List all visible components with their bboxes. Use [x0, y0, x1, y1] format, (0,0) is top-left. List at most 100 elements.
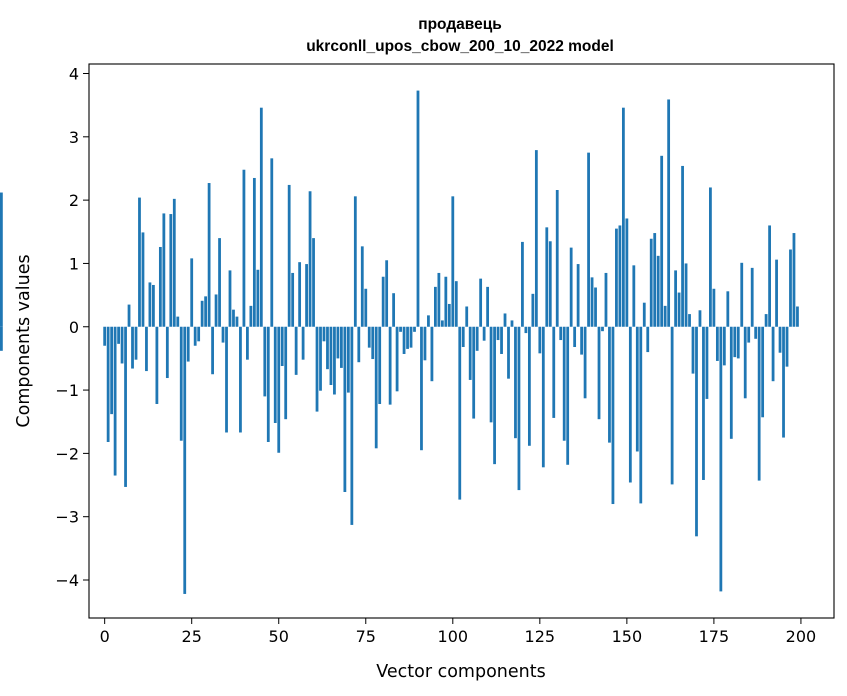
bar-36: [228, 270, 232, 327]
bar-39: [239, 326, 242, 433]
bar-187: [754, 326, 758, 339]
bar-15: [155, 326, 159, 404]
bar-171: [698, 310, 702, 327]
bar-79: [378, 326, 382, 404]
bar-50: [277, 326, 281, 453]
bar-163: [670, 326, 674, 485]
bar-67: [336, 326, 340, 359]
bar-56: [298, 262, 302, 327]
bar-74: [360, 246, 364, 327]
bar-167: [684, 263, 688, 327]
bar-121: [524, 326, 528, 334]
bar-28: [200, 300, 204, 327]
bar-147: [615, 228, 618, 327]
bar-73: [357, 326, 361, 363]
x-tick-label: 200: [786, 627, 817, 646]
bar-153: [635, 326, 639, 452]
bar-149: [621, 107, 625, 327]
bar-177: [719, 326, 723, 592]
bar-126: [541, 326, 545, 468]
x-tick-label: 75: [356, 627, 376, 646]
bar-94: [430, 326, 434, 382]
bar-130: [555, 190, 559, 327]
bar-19: [169, 214, 173, 327]
bar-33: [218, 238, 221, 327]
bar-101: [454, 281, 458, 327]
bar-92: [423, 326, 427, 361]
bar-103: [461, 326, 465, 348]
bar-49: [273, 326, 277, 423]
bar-150: [625, 218, 629, 327]
bar-118: [514, 326, 517, 439]
x-axis-label: Vector components: [376, 662, 545, 682]
bar-90: [416, 90, 420, 327]
bar-35: [225, 326, 228, 433]
bar-181: [733, 326, 737, 358]
bar-95: [434, 286, 437, 327]
bar-59: [308, 191, 312, 327]
bar-57: [301, 326, 305, 360]
y-tick-label: 0: [69, 318, 79, 337]
bar-119: [517, 326, 521, 491]
bar-155: [642, 302, 646, 327]
bar-137: [580, 326, 583, 355]
bar-18: [165, 326, 169, 379]
bar-198: [792, 233, 796, 327]
bar-189: [761, 326, 765, 418]
y-tick-label: −2: [55, 444, 79, 463]
bar-106: [472, 326, 476, 419]
bar-97: [440, 320, 444, 327]
bar-162: [667, 99, 671, 327]
bar-183: [740, 262, 744, 327]
bar-131: [559, 326, 563, 341]
bar-58: [305, 264, 308, 327]
bar-75: [364, 288, 368, 327]
bar-21: [176, 316, 180, 327]
bar-76: [367, 326, 371, 348]
bar-133: [566, 326, 570, 465]
y-axis-label: Components values: [14, 254, 34, 427]
bar-82: [388, 326, 392, 405]
bar-172: [702, 326, 705, 480]
bar-154: [639, 326, 643, 504]
bar-17: [162, 213, 166, 327]
bar-142: [597, 326, 601, 420]
bar-64: [326, 326, 329, 370]
bar-2: [110, 326, 114, 415]
bar-109: [482, 326, 486, 341]
bar-46: [263, 326, 267, 397]
bar-102: [458, 326, 462, 500]
bar-116: [507, 326, 510, 379]
bar-164: [674, 270, 677, 327]
bar-83: [392, 293, 396, 327]
x-tick-label: 175: [699, 627, 730, 646]
bar-173: [705, 326, 709, 399]
bar-71: [350, 326, 354, 525]
bar-160: [660, 155, 664, 327]
bar-190: [764, 314, 768, 327]
bar-62: [319, 326, 322, 391]
bar-61: [315, 326, 319, 412]
y-axis-ticks: −4 −3 −2 −1 0 1 2 3 4: [55, 64, 89, 590]
bar-148: [618, 225, 622, 327]
bar-165: [677, 292, 681, 327]
bar-132: [562, 326, 566, 441]
bar-193: [775, 259, 778, 327]
bar-25: [190, 258, 194, 327]
bar-69: [343, 326, 347, 492]
y-tick-label: 2: [69, 191, 79, 210]
bar-40: [242, 169, 246, 327]
bar-196: [785, 326, 789, 367]
bar-45: [259, 107, 263, 327]
bar-136: [576, 264, 580, 327]
bar-65: [329, 326, 333, 385]
bar-157: [649, 238, 653, 327]
bar-91: [420, 326, 423, 451]
bar-34: [221, 326, 225, 343]
bar-143: [601, 326, 604, 332]
bar-27: [197, 326, 201, 342]
bar-199: [796, 306, 799, 327]
bar-88: [409, 326, 413, 348]
bar-undefined: [0, 326, 3, 351]
bar-undefined: [0, 192, 3, 327]
